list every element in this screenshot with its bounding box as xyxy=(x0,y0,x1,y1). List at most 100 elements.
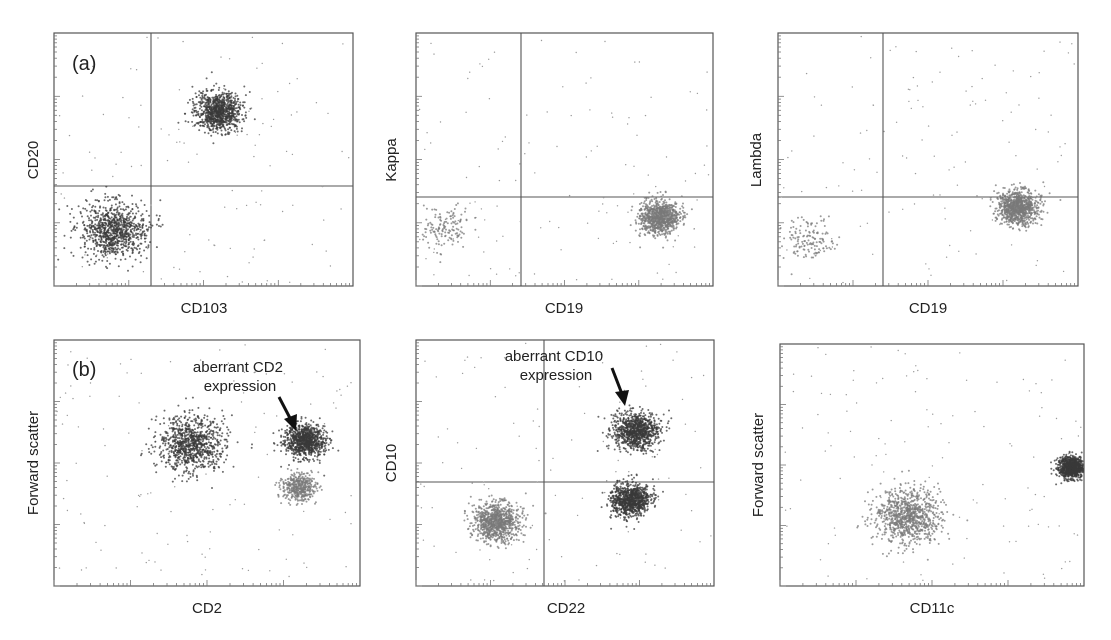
data-point xyxy=(212,120,215,123)
data-point xyxy=(224,111,227,114)
background-event xyxy=(851,190,854,192)
data-point xyxy=(426,224,429,227)
data-point xyxy=(650,219,653,222)
data-point xyxy=(118,227,121,230)
background-event xyxy=(809,277,811,280)
data-point xyxy=(655,205,658,208)
data-point xyxy=(241,114,243,116)
background-event xyxy=(433,274,435,276)
background-event xyxy=(1043,50,1045,52)
data-point xyxy=(1020,202,1023,205)
data-point xyxy=(456,202,459,205)
data-point xyxy=(1011,212,1014,215)
data-point xyxy=(215,124,218,127)
data-point xyxy=(823,218,825,221)
data-point xyxy=(118,202,121,205)
data-point xyxy=(662,194,664,196)
data-point xyxy=(225,113,228,116)
data-point xyxy=(212,88,215,91)
data-point xyxy=(233,130,236,133)
data-point xyxy=(102,206,105,209)
data-point xyxy=(107,229,110,232)
data-point xyxy=(213,84,215,87)
data-point xyxy=(139,228,142,231)
data-point xyxy=(690,208,693,211)
data-point xyxy=(73,225,76,228)
plot-frame xyxy=(53,339,361,587)
background-event xyxy=(604,40,606,43)
data-point xyxy=(94,239,97,242)
data-point xyxy=(234,99,236,102)
background-event xyxy=(64,392,67,394)
background-event xyxy=(707,174,710,176)
data-point xyxy=(116,206,119,209)
data-point xyxy=(1017,204,1020,207)
data-point xyxy=(215,121,218,124)
data-point xyxy=(668,232,671,235)
data-point xyxy=(1000,212,1003,215)
data-point xyxy=(106,195,109,198)
data-point xyxy=(226,94,229,97)
data-point xyxy=(1039,196,1042,199)
data-point xyxy=(196,431,199,434)
data-point xyxy=(450,210,453,213)
panel-cd20-vs-cd103: (a) CD103 CD20 xyxy=(25,32,354,317)
data-point xyxy=(1018,192,1021,195)
data-point xyxy=(113,227,116,230)
data-point xyxy=(1026,207,1029,210)
data-point xyxy=(800,216,803,219)
data-point xyxy=(649,222,652,225)
background-event xyxy=(277,90,279,93)
data-point xyxy=(209,129,212,131)
data-point xyxy=(659,234,662,236)
data-point xyxy=(116,251,119,254)
data-point xyxy=(108,252,111,255)
background-event xyxy=(589,109,591,111)
data-point xyxy=(93,247,96,249)
data-point xyxy=(164,442,167,445)
data-point xyxy=(147,246,150,248)
data-point xyxy=(154,440,157,443)
data-point xyxy=(99,234,102,237)
data-point xyxy=(155,223,158,226)
data-point xyxy=(202,101,205,104)
data-point xyxy=(123,233,126,236)
data-point xyxy=(108,247,111,250)
data-point xyxy=(1037,209,1039,212)
background-event xyxy=(665,156,668,158)
data-point xyxy=(125,248,128,251)
data-point xyxy=(102,240,105,243)
data-point xyxy=(116,231,118,233)
background-event xyxy=(147,493,149,495)
data-point xyxy=(193,124,196,127)
background-event xyxy=(187,161,190,163)
data-point xyxy=(122,253,125,255)
background-event xyxy=(88,151,91,153)
background-event xyxy=(910,107,912,110)
background-event xyxy=(160,278,162,280)
data-point xyxy=(168,450,171,453)
data-point xyxy=(1023,217,1026,220)
background-event xyxy=(126,372,128,374)
data-point xyxy=(103,235,106,238)
background-event xyxy=(341,150,343,153)
data-point xyxy=(683,211,686,214)
data-point xyxy=(110,216,113,219)
panel-lambda-vs-cd19: CD19 Lambda xyxy=(748,32,1079,317)
data-point xyxy=(1035,195,1038,198)
data-point xyxy=(664,230,667,233)
data-point xyxy=(424,231,427,234)
background-event xyxy=(590,150,592,152)
data-point xyxy=(655,197,658,200)
data-point xyxy=(96,241,99,244)
data-point xyxy=(108,243,111,246)
data-point xyxy=(793,250,796,253)
data-point xyxy=(448,231,451,234)
background-event xyxy=(944,207,946,209)
data-point xyxy=(1035,215,1038,218)
background-event xyxy=(502,235,504,237)
data-point xyxy=(425,236,428,238)
data-point xyxy=(219,100,222,103)
background-event xyxy=(787,156,789,159)
data-point xyxy=(439,216,442,219)
